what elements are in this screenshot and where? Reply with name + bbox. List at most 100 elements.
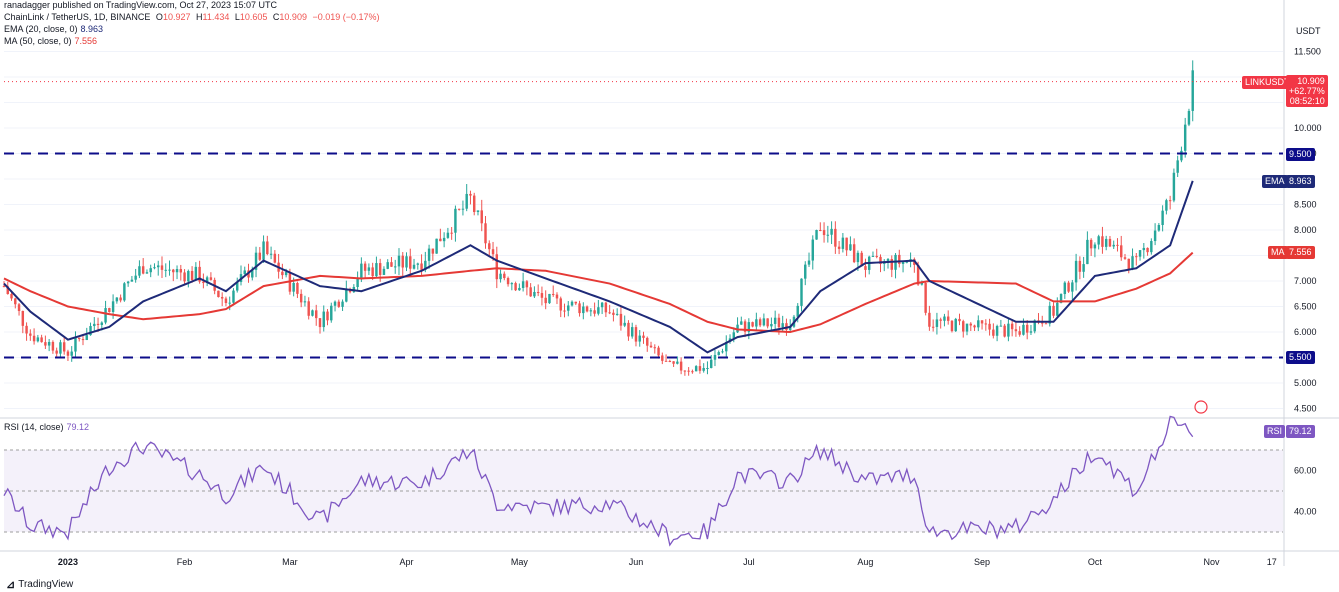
candle-body — [123, 283, 126, 301]
tradingview-logo[interactable]: ⊿ TradingView — [6, 579, 74, 591]
candle-body — [747, 322, 751, 332]
ma-50-line — [3, 251, 1194, 334]
candle-body — [164, 269, 167, 271]
candle-body — [743, 321, 747, 332]
candle-body — [488, 243, 491, 250]
candle-body — [973, 325, 976, 328]
symbol-name[interactable]: ChainLink / TetherUS, 1D, BINANCE — [4, 12, 151, 22]
candle-body — [442, 237, 446, 242]
time-tick-label: Oct — [1088, 557, 1103, 567]
candle-body — [1097, 236, 1100, 245]
candle-body — [1101, 236, 1104, 247]
candle-body — [852, 244, 856, 263]
candle-body — [85, 335, 88, 341]
candle-body — [269, 253, 273, 255]
candle-body — [134, 275, 137, 280]
candle-body — [980, 320, 984, 324]
candle-body — [78, 337, 81, 340]
candle-body — [578, 303, 581, 314]
candle-body — [62, 342, 66, 352]
candle-body — [698, 366, 702, 371]
candle-body — [1041, 322, 1044, 324]
candle-body — [322, 311, 325, 328]
candle-body — [172, 269, 175, 273]
ma-name-tag: MA — [1268, 246, 1288, 259]
candle-body — [472, 195, 476, 212]
candle-body — [969, 323, 972, 326]
candle-body — [928, 312, 931, 327]
candle-body — [661, 355, 664, 361]
rsi-line — [3, 415, 1194, 547]
candle-body — [141, 266, 145, 274]
candle-body — [476, 210, 480, 212]
candle-body — [709, 359, 713, 368]
ma-legend[interactable]: MA (50, close, 0) 7.556 — [4, 36, 98, 46]
candle-body — [32, 335, 36, 342]
candle-body — [1029, 331, 1033, 333]
candle-body — [638, 335, 641, 342]
candle-body — [770, 323, 773, 327]
candle-body — [138, 266, 141, 276]
candle-body — [634, 327, 638, 342]
candle-body — [457, 208, 461, 210]
candle-body — [826, 234, 830, 236]
candle-body — [788, 326, 792, 330]
ema-legend[interactable]: EMA (20, close, 0) 8.963 — [4, 24, 104, 34]
candle-body — [642, 335, 645, 338]
price-tick-label: 6.000 — [1294, 327, 1317, 337]
candle-body — [879, 256, 882, 264]
support-level-tag: 5.500 — [1286, 351, 1315, 364]
time-tick-label: 17 — [1267, 557, 1277, 567]
candle-body — [446, 232, 450, 238]
candle-body — [529, 287, 532, 297]
candle-body — [623, 322, 626, 326]
candle-body — [657, 347, 660, 356]
candle-body — [89, 326, 92, 336]
candle-body — [1086, 239, 1089, 265]
candle-body — [1112, 244, 1115, 247]
candle-body — [25, 325, 28, 334]
time-tick-label: 2023 — [58, 557, 78, 567]
candle-body — [525, 281, 529, 288]
candle-body — [1150, 241, 1153, 253]
candle-body — [1052, 305, 1055, 316]
ohlc-values: O10.927 H11.434 L10.605 C10.909 −0.019 (… — [155, 12, 380, 22]
tradingview-icon: ⊿ — [6, 579, 16, 591]
price-tick-label: 5.000 — [1294, 378, 1317, 388]
candle-body — [130, 279, 134, 282]
candle-body — [510, 283, 514, 285]
candle-body — [326, 311, 329, 321]
candle-body — [1014, 329, 1018, 332]
candle-body — [111, 301, 115, 312]
candle-body — [484, 223, 487, 244]
last-symbol-tag: LINKUSDT — [1242, 76, 1293, 89]
candle-body — [119, 297, 122, 301]
candle-body — [55, 350, 58, 354]
candle-body — [646, 337, 649, 346]
candle-body — [217, 290, 220, 298]
candle-body — [40, 337, 43, 343]
candle-body — [905, 261, 909, 263]
time-tick-label: Sep — [974, 557, 990, 567]
candle-body — [153, 267, 156, 269]
candle-body — [962, 321, 965, 332]
price-tick-label: 6.500 — [1294, 302, 1317, 312]
candle-body — [1146, 247, 1149, 253]
candle-body — [570, 301, 574, 306]
candle-body — [984, 323, 988, 325]
rsi-legend[interactable]: RSI (14, close) 79.12 — [4, 422, 90, 432]
candle-body — [1044, 323, 1048, 325]
candle-body — [258, 252, 262, 260]
candle-body — [856, 252, 860, 263]
candle-body — [630, 327, 634, 337]
candle-body — [946, 316, 950, 321]
candle-body — [371, 267, 374, 277]
candle-body — [916, 264, 920, 285]
candle-body — [59, 342, 62, 354]
candle-body — [1138, 250, 1142, 257]
candle-body — [420, 263, 423, 270]
candle-body — [1056, 302, 1059, 316]
candle-body — [841, 237, 845, 249]
